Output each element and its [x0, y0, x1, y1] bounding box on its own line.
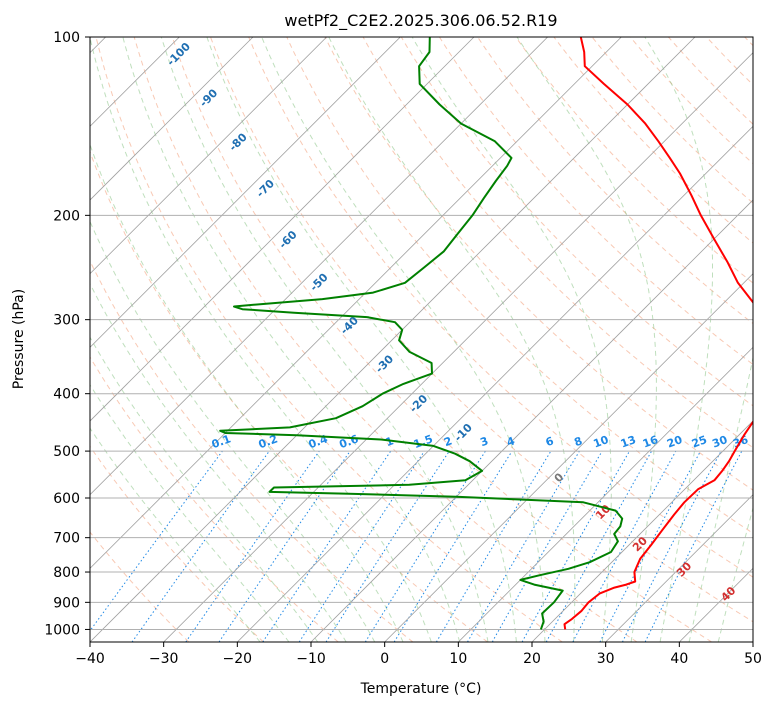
mixing-ratio-line [218, 450, 351, 642]
moist-adiabat-line [160, 37, 489, 642]
mixing-ratio-line [90, 450, 223, 632]
dry-adiabat-line [133, 37, 638, 642]
isotherm-line [90, 37, 254, 201]
isotherm-line [90, 37, 548, 496]
mixing-ratio-line [644, 450, 743, 642]
x-axis: −40 −30 −20 −10 0 10 20 30 40 50 [75, 642, 762, 667]
plot-frame [89, 36, 754, 643]
isotherm-line [237, 125, 753, 642]
isotherm-line [458, 346, 753, 642]
mixing-ratio-line [325, 450, 450, 642]
mixing-ratio-label: 16 [641, 433, 660, 451]
x-tick-label: −30 [149, 651, 179, 667]
dry-adiabat-line [90, 259, 414, 642]
mixing-ratio-label: 3 [478, 434, 490, 449]
mixing-ratio-line [545, 450, 653, 642]
mixing-ratio-label: 4 [505, 434, 517, 449]
x-tick-label: 50 [744, 651, 762, 667]
y-tick-label: 100 [53, 30, 80, 46]
moist-adiabat-line [516, 37, 657, 642]
moist-adiabat-line [261, 37, 546, 642]
x-tick-label: 40 [670, 651, 688, 667]
dry-adiabat-line [90, 356, 339, 642]
mixing-ratio-label: 2 [442, 434, 454, 449]
y-tick-label: 300 [53, 313, 80, 329]
mixing-ratio-label: 1.5 [412, 432, 435, 451]
x-tick-label: 20 [523, 651, 541, 667]
isotherm-line [310, 199, 753, 642]
profile-lines [219, 37, 753, 630]
y-tick-label: 1000 [44, 622, 80, 638]
mixing-ratio-label: 6 [544, 434, 556, 449]
isotherm-line [605, 494, 753, 642]
isotherm-line [163, 52, 753, 642]
mixing-ratio-line [185, 450, 320, 642]
dry-adiabat-line [438, 37, 753, 366]
dry-adiabat-line [324, 37, 753, 491]
y-axis: 1000 900 800 700 600 500 400 300 200 100 [44, 30, 90, 638]
isotherm-line [531, 420, 753, 642]
dry-adiabat-line [286, 37, 753, 534]
chart-title: wetPf2_C2E2.2025.306.06.52.R19 [284, 11, 557, 31]
plot-background [90, 37, 753, 642]
mixing-ratio-label: 20 [665, 433, 684, 451]
mixing-ratio-label: 0.2 [257, 432, 280, 451]
isotherm-line [90, 37, 475, 422]
y-axis-label: Pressure (hPa) [11, 289, 27, 389]
x-tick-label: 0 [380, 651, 389, 667]
x-tick-label: 30 [597, 651, 615, 667]
mixing-ratio-line [521, 450, 630, 642]
moist-adiabat-line [90, 427, 261, 642]
x-tick-label: −20 [223, 651, 253, 667]
y-tick-label: 600 [53, 491, 80, 507]
y-tick-label: 200 [53, 208, 80, 224]
x-tick-label: −10 [296, 651, 326, 667]
isotherm-line [90, 37, 696, 642]
moist-adiabat-line [90, 336, 319, 642]
dry-adiabat-line [90, 531, 190, 642]
x-axis-label: Temperature (°C) [360, 681, 482, 697]
isotherm-line [90, 37, 401, 348]
mixing-ratio-label: 30 [710, 433, 729, 451]
x-tick-label: −40 [75, 651, 105, 667]
moist-adiabat-line [90, 142, 404, 642]
temperature-profile-line [563, 37, 753, 630]
x-tick-label: 10 [449, 651, 467, 667]
y-tick-label: 700 [53, 531, 80, 547]
moist-adiabat-line [90, 220, 376, 642]
grid-lines [90, 37, 753, 642]
moist-adiabat-line [411, 37, 612, 642]
y-tick-label: 800 [53, 565, 80, 581]
isotherm-line [90, 37, 327, 275]
mixing-ratio-label: 25 [690, 433, 709, 450]
y-tick-label: 400 [53, 387, 80, 403]
mixing-ratio-label: 1 [384, 434, 396, 449]
moist-adiabat-line [328, 37, 576, 642]
mixing-ratio-label: 0.1 [210, 432, 233, 451]
mixing-ratio-line [572, 450, 677, 642]
moist-adiabat-line [90, 383, 290, 642]
isotherm-line [90, 37, 622, 569]
mixing-ratio-line [131, 450, 270, 642]
y-tick-label: 500 [53, 444, 80, 460]
mixing-ratio-label: 13 [619, 433, 638, 450]
mixing-ratio-label: 8 [572, 434, 584, 449]
isotherm-line [384, 273, 753, 642]
y-tick-label: 900 [53, 595, 80, 611]
dewpoint-profile-line [219, 37, 624, 630]
mixing-ratio-line [393, 450, 513, 642]
mixing-ratio-label: 10 [592, 433, 611, 451]
